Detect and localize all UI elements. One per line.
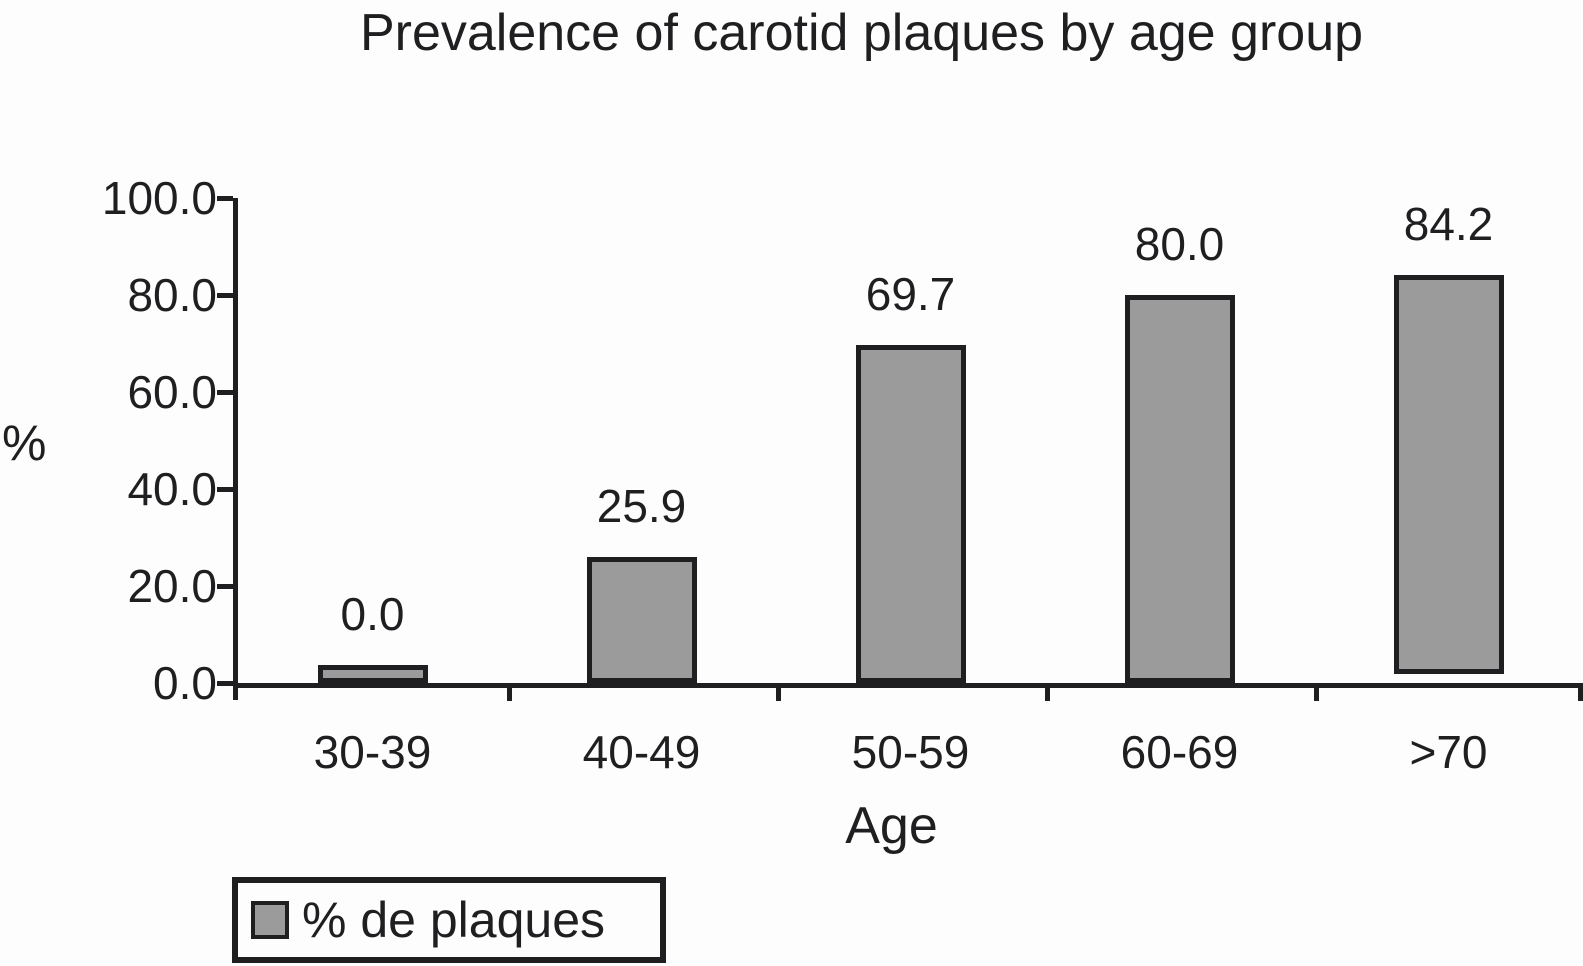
y-tick-label: 0.0 — [153, 657, 217, 709]
y-tick-labels: 100.0 80.0 60.0 40.0 20.0 0.0 — [0, 172, 217, 709]
x-tick — [1045, 688, 1050, 701]
x-axis-label: Age — [845, 797, 938, 855]
bar-value-label: 0.0 — [340, 588, 405, 641]
bar-value-label: 84.2 — [1403, 197, 1494, 250]
x-tick — [507, 688, 512, 701]
x-category-label: 40-49 — [582, 726, 701, 778]
y-tick-label: 20.0 — [127, 560, 217, 612]
x-category-label: >70 — [1409, 726, 1488, 778]
bar-value-label: 69.7 — [865, 267, 956, 320]
legend-label: % de plaques — [302, 892, 606, 948]
y-tick-label: 60.0 — [127, 366, 217, 418]
x-tick — [1578, 688, 1583, 701]
bar-value-label: 25.9 — [596, 480, 687, 533]
y-tick — [217, 583, 233, 589]
y-tick-label: 40.0 — [127, 463, 217, 515]
y-tick-label: 80.0 — [127, 269, 217, 321]
legend-swatch-icon — [251, 901, 289, 939]
y-axis-label: % — [2, 415, 47, 471]
y-tick-label: 100.0 — [101, 172, 217, 224]
y-tick — [217, 389, 233, 395]
bar-value-label: 80.0 — [1134, 218, 1225, 270]
y-tick — [217, 195, 233, 201]
y-tick — [217, 680, 233, 686]
bar — [1393, 274, 1504, 675]
x-category-label: 60-69 — [1120, 726, 1239, 778]
y-tick — [217, 486, 233, 492]
plot-area: 0.0 30-39 25.9 40-49 69.7 50-59 80.0 60-69 84.2 >… — [217, 195, 1583, 776]
legend: % de plaques — [232, 877, 666, 963]
bar — [855, 344, 966, 683]
y-axis-foot-line — [233, 688, 238, 700]
x-tick — [1314, 688, 1319, 701]
bar — [586, 557, 697, 683]
x-category-label: 50-59 — [851, 726, 970, 778]
bar — [317, 665, 428, 683]
bar — [1124, 295, 1235, 683]
chart-title: Prevalence of carotid plaques by age gro… — [359, 4, 1364, 62]
y-tick — [217, 292, 233, 298]
x-category-label: 30-39 — [313, 726, 432, 778]
x-tick — [776, 688, 781, 701]
